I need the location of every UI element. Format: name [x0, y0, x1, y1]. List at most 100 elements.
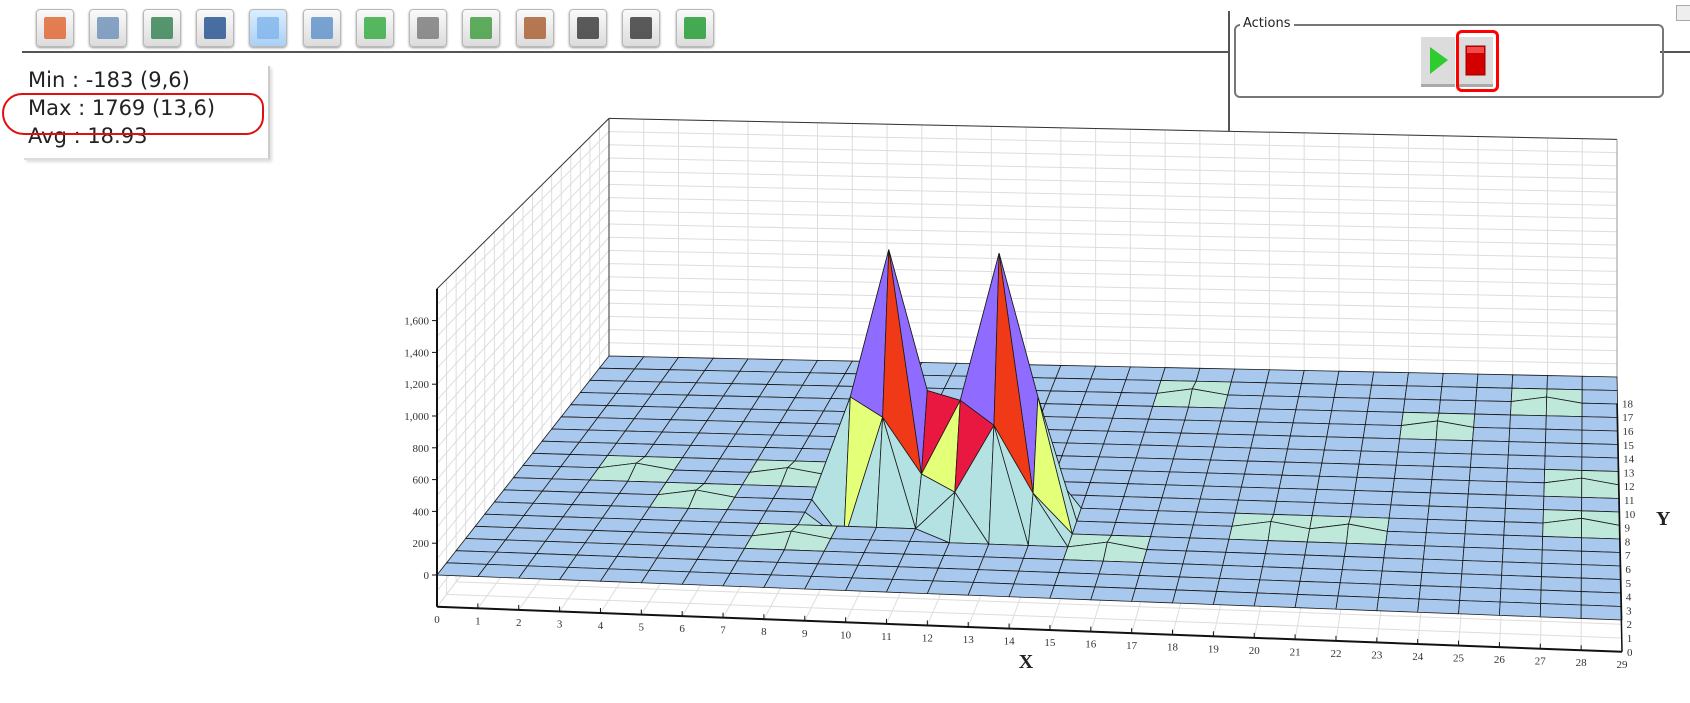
surface-facet: [1178, 563, 1224, 579]
surface-facet: [1354, 476, 1395, 493]
surface-facet: [1294, 594, 1339, 610]
surface-facet: [1321, 449, 1362, 465]
x-axis: [436, 605, 1623, 653]
refresh-button[interactable]: [355, 9, 394, 47]
back-wall-gridline: [608, 157, 1618, 180]
surface-facet: [1138, 562, 1184, 578]
y-tick-label: 15: [1623, 440, 1635, 452]
formula-button[interactable]: [89, 9, 128, 47]
surface-facet: [1424, 532, 1466, 548]
surface-facet: [567, 554, 618, 570]
surface-facet: [1080, 391, 1122, 406]
gl-button[interactable]: [195, 9, 234, 47]
surface-facet: [1161, 484, 1205, 500]
surface-facet: [1127, 470, 1171, 486]
surface-facet: [1213, 433, 1255, 449]
camera-button[interactable]: [409, 9, 448, 47]
import-button[interactable]: [462, 9, 501, 47]
surface-facet: [1253, 421, 1294, 437]
export-image-button[interactable]: [36, 9, 74, 47]
left-wall-gridline: [436, 210, 610, 401]
annotation-highlight: [1456, 30, 1499, 92]
surface-facet: [1540, 576, 1582, 592]
stop-button[interactable]: [1459, 37, 1493, 87]
surface-facet: [1013, 570, 1060, 586]
y-tick-label: 11: [1624, 495, 1635, 507]
surface-facet: [1120, 379, 1162, 394]
surface-facet: [1176, 432, 1218, 448]
x-tick-label: 26: [1494, 654, 1506, 666]
surface-facet: [932, 567, 980, 583]
x-tick-label: 21: [1290, 646, 1301, 658]
surface-facet: [648, 557, 698, 573]
surface-facet: [1299, 567, 1343, 584]
surface-facet: [1545, 428, 1583, 444]
surface-facet: [1544, 442, 1583, 458]
surface-facet: [1055, 365, 1097, 380]
surface-facet: [1417, 598, 1461, 615]
surface-facet: [1421, 558, 1464, 575]
z-tick-label: 1,400: [404, 347, 429, 359]
surface-facet: [1160, 367, 1201, 382]
checkbox[interactable]: [1676, 5, 1690, 21]
y-tick-label: 14: [1623, 454, 1635, 466]
y-tick-label: 7: [1625, 550, 1631, 562]
surface-facet: [1406, 372, 1444, 388]
surface-facet: [1362, 424, 1402, 440]
surface-facet: [1580, 550, 1622, 567]
surface-facet: [1474, 400, 1512, 416]
zoom-out-button[interactable]: [622, 9, 661, 47]
surface-facet: [1465, 506, 1506, 523]
grid-button[interactable]: [249, 9, 288, 47]
surface-facet: [1366, 397, 1406, 413]
z-tick-label: 400: [413, 506, 430, 518]
surface-facet: [1339, 569, 1383, 585]
surface-facet: [1131, 588, 1177, 604]
surface-facet: [1259, 395, 1300, 411]
back-wall-gridline: [608, 289, 1618, 312]
y-tick-label: 9: [1625, 523, 1631, 535]
left-wall-gridline: [436, 276, 610, 480]
surface-facet: [771, 422, 818, 437]
surface-facet: [1230, 368, 1270, 384]
clipboard-button[interactable]: [515, 9, 554, 47]
surface-facet: [1323, 436, 1364, 452]
surface-facet: [1472, 426, 1511, 443]
back-wall-gridline: [608, 131, 1618, 154]
surface-facet: [1439, 386, 1478, 402]
back-wall-gridline: [608, 249, 1618, 272]
surface-facet: [1196, 498, 1239, 514]
play-icon: [1430, 47, 1448, 74]
y-tick-label: 13: [1623, 467, 1635, 479]
surface-facet: [1189, 524, 1233, 540]
surface-facet: [1071, 520, 1117, 536]
text-document-button[interactable]: [142, 9, 181, 47]
x-tick-label: 3: [557, 618, 563, 630]
surface-facet: [1222, 551, 1266, 568]
surface-facet: [770, 561, 819, 577]
x-tick-label: 2: [516, 617, 522, 629]
surface-facet: [1265, 369, 1305, 384]
play-button[interactable]: [1421, 37, 1455, 87]
import-icon: [470, 17, 493, 39]
surface-facet: [1369, 384, 1408, 400]
surface-facet: [1131, 457, 1174, 473]
surface-facet: [1458, 600, 1501, 616]
surface-facet: [1328, 410, 1368, 426]
surface-facet: [972, 569, 1020, 585]
surface-facet: [1098, 443, 1141, 459]
list-button[interactable]: [302, 9, 341, 47]
surface-facet: [703, 470, 751, 486]
surface-facet: [1459, 586, 1502, 603]
surface-facet: [1350, 503, 1392, 519]
zoom-in-button[interactable]: [569, 9, 607, 47]
surface-facet: [1172, 445, 1215, 461]
fit-view-button[interactable]: [675, 9, 714, 47]
surface-facet: [1352, 490, 1394, 506]
surface-facet: [1544, 455, 1583, 471]
x-axis-title: X: [1019, 651, 1034, 673]
surface-facet: [758, 510, 806, 526]
surface-facet: [1240, 473, 1283, 489]
surface-facet: [726, 496, 774, 512]
back-wall-gridline: [608, 144, 1618, 167]
